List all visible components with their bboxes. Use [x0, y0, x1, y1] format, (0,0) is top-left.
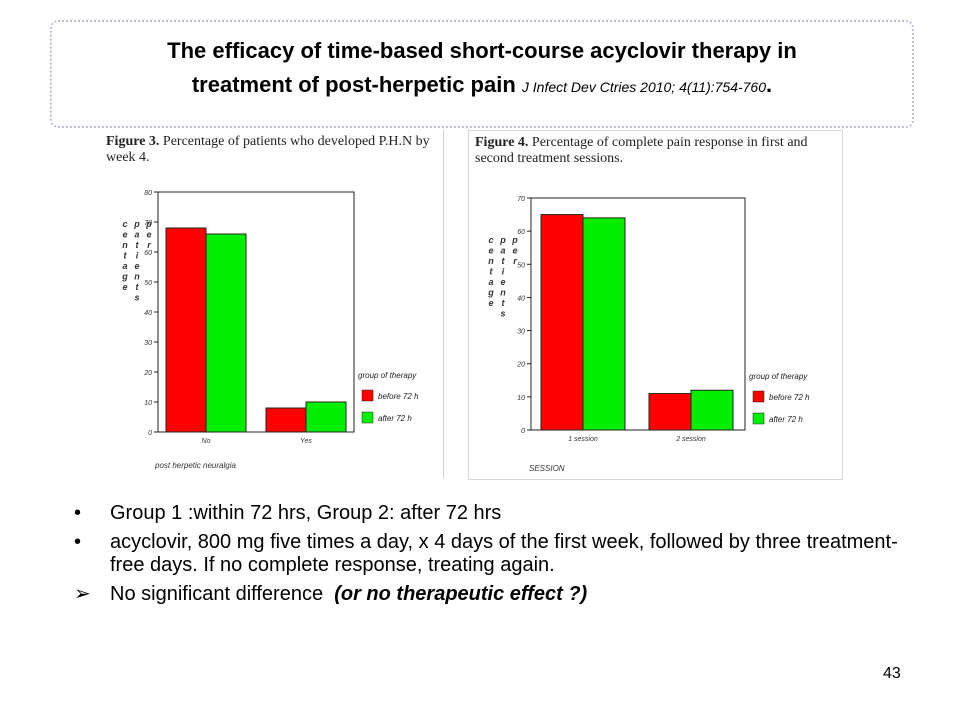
y-tick-label: 20 [143, 370, 152, 377]
y-tick-label: 30 [517, 329, 525, 336]
y-tick-label: 60 [517, 229, 525, 236]
y-tick-label: 70 [144, 220, 152, 227]
x-tick-label: 1 session [568, 436, 598, 443]
x-tick-label: No [202, 438, 211, 445]
y-tick-label: 40 [517, 295, 525, 302]
bar-before [165, 227, 207, 433]
bullet-item: • acyclovir, 800 mg five times a day, x 4… [70, 531, 920, 577]
legend-swatch-before [752, 390, 765, 403]
bar-after [305, 401, 347, 433]
bar-before [540, 214, 584, 431]
slide-title-line1: The efficacy of time-based short-course … [167, 38, 797, 63]
legend-label: before 72 h [769, 393, 810, 402]
slide-title-line2: treatment of post-herpetic pain J Infect… [52, 72, 912, 98]
y-tick-label: 0 [521, 428, 525, 435]
page-number: 43 [883, 665, 901, 682]
figure-3-caption: Figure 3. Percentage of patients who dev… [106, 134, 442, 166]
bullet-text: Group 1 :within 72 hrs, Group 2: after 7… [110, 502, 502, 524]
bullet-text: No significant difference [110, 583, 335, 605]
bullet-item: ➢ No significant difference (or no therap… [70, 583, 920, 606]
y-tick-label: 70 [517, 196, 525, 203]
y-tick-label: 40 [144, 310, 152, 317]
legend-title: group of therapy [749, 372, 808, 381]
y-tick-label: 60 [144, 250, 152, 257]
legend-label: after 72 h [378, 414, 412, 423]
bar-before [648, 393, 692, 431]
figure-3: Figure 3. Percentage of patients who dev… [100, 130, 444, 478]
x-tick-label: 2 session [675, 436, 706, 443]
bar-before [265, 407, 307, 433]
plot-frame [530, 197, 746, 431]
figure-4-chart: 0 10 20 30 40 50 60 70 1 session 2 session c e n t a g e… [487, 196, 810, 473]
bullet-marker: • [74, 531, 82, 553]
bullet-marker: • [74, 502, 82, 524]
y-tick-label: 10 [144, 400, 152, 407]
bullet-text: acyclovir, 800 mg five times a day, x 4 … [110, 531, 898, 576]
legend-swatch-before [361, 389, 374, 402]
figure-4-caption: Figure 4. Percentage of complete pain re… [475, 135, 825, 167]
y-tick-label: 50 [517, 262, 525, 269]
bar-after [690, 389, 734, 431]
arrow-bullet-icon: ➢ [74, 583, 91, 605]
figure-4: Figure 4. Percentage of complete pain re… [468, 130, 843, 480]
y-tick-label: 20 [516, 362, 525, 369]
y-tick-label: 30 [144, 340, 152, 347]
citation: J Infect Dev Ctries 2010; 4(11):754-760 [521, 79, 766, 95]
bullet-emphasis: (or no therapeutic effect ?) [334, 583, 588, 605]
slide-title-line2-text: treatment of post-herpetic pain [191, 72, 516, 97]
bar-after [582, 217, 626, 431]
y-tick-label: 50 [144, 280, 152, 287]
bullet-list: • Group 1 :within 72 hrs, Group 2: after … [70, 502, 920, 612]
y-tick-label: 80 [144, 190, 152, 197]
figure-3-caption-text: Percentage of patients who developed P.H… [106, 134, 430, 165]
figure-3-caption-label: Figure 3. [106, 134, 160, 149]
figure-3-chart: 0 10 20 30 40 50 60 70 80 No Yes c e n t a g e p a t i e n t s p e r… [121, 190, 419, 470]
legend-swatch-after [361, 411, 374, 424]
legend-title: group of therapy [358, 371, 417, 380]
x-tick-label: Yes [300, 438, 312, 445]
bullet-item: • Group 1 :within 72 hrs, Group 2: after … [70, 502, 920, 525]
bar-after [205, 233, 247, 433]
x-axis-label: SESSION [529, 464, 565, 473]
legend-swatch-after [752, 412, 765, 425]
slide-title-box: The efficacy of time-based short-course … [50, 20, 914, 128]
figure-4-caption-text: Percentage of complete pain response in … [475, 135, 808, 166]
legend-label: before 72 h [378, 392, 419, 401]
x-axis-label: post herpetic neuralgia [154, 461, 236, 470]
figure-4-caption-label: Figure 4. [475, 135, 529, 150]
y-tick-label: 10 [517, 395, 525, 402]
y-tick-label: 0 [148, 430, 152, 437]
legend-label: after 72 h [769, 415, 803, 424]
title-end: . [766, 72, 773, 97]
